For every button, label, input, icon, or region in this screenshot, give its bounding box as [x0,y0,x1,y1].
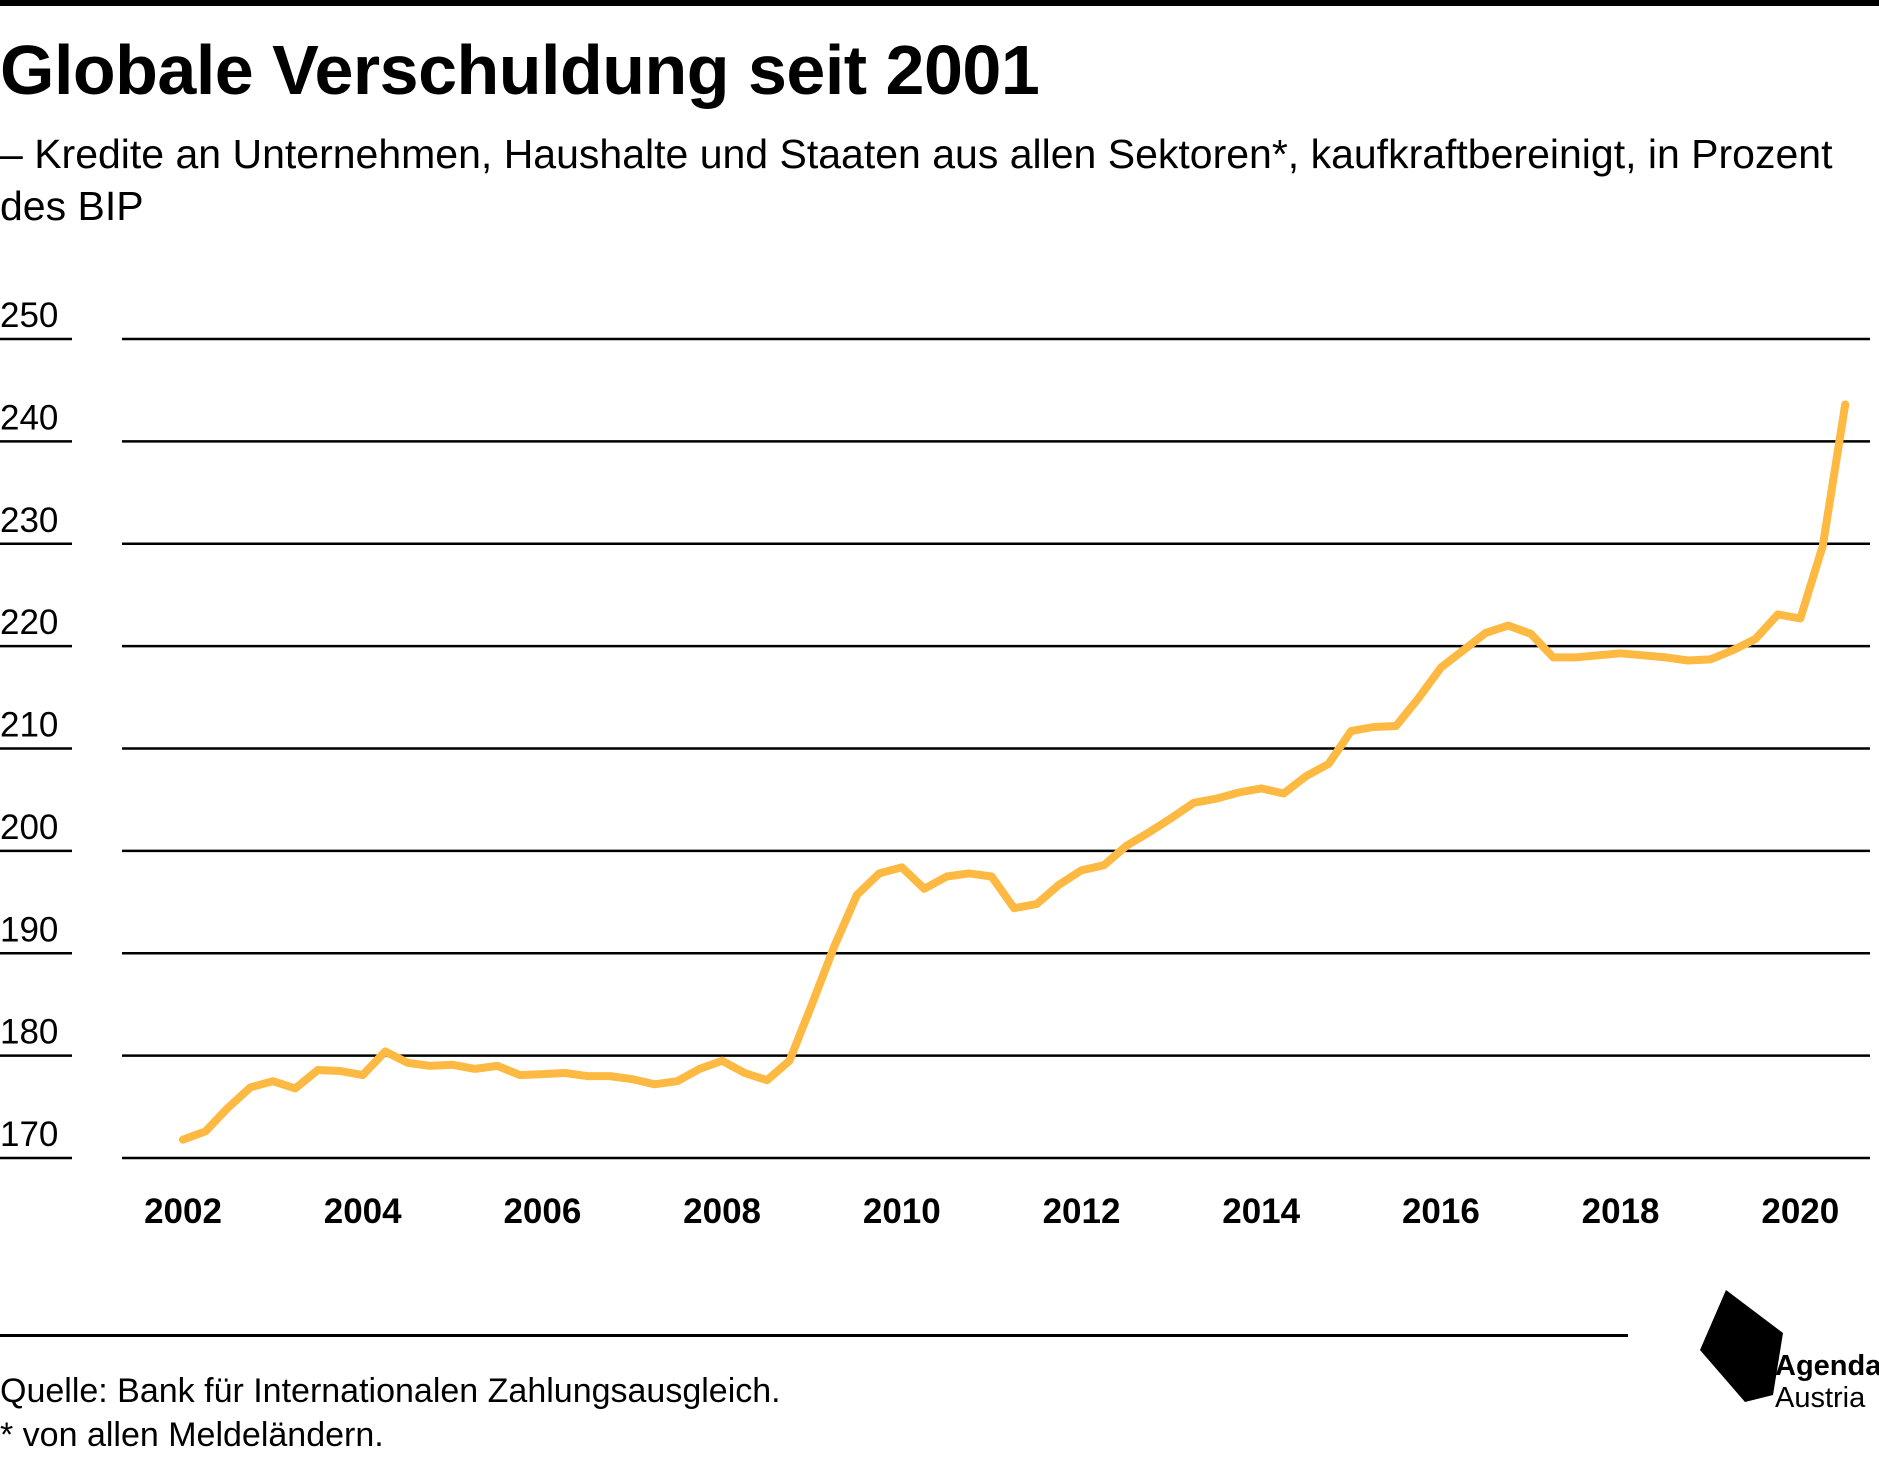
footnote: * von allen Meldeländern. [0,1414,384,1456]
x-tick-label-2016: 2016 [1402,1192,1480,1231]
logo-name: Agenda [1775,1350,1879,1382]
series-layer [183,404,1845,1139]
footer-rule [0,1334,1628,1337]
y-tick-label-230: 230 [0,501,58,540]
y-tick-label-200: 200 [0,808,58,847]
series-line-0 [183,405,1845,1140]
x-tick-label-2004: 2004 [324,1192,402,1231]
top-rule [0,0,1879,6]
x-tick-label-2012: 2012 [1043,1192,1121,1231]
y-tick-label-220: 220 [0,603,58,642]
grid-lines [0,339,1870,1158]
logo-subtitle: Austria [1775,1382,1865,1414]
x-tick-label-2020: 2020 [1761,1192,1839,1231]
x-tick-label-2010: 2010 [863,1192,941,1231]
chart-subtitle: – Kredite an Unternehmen, Haushalte und … [0,128,1860,232]
x-tick-label-2014: 2014 [1222,1192,1300,1231]
x-tick-label-2002: 2002 [144,1192,222,1231]
x-tick-label-2006: 2006 [503,1192,581,1231]
y-tick-label-240: 240 [0,398,58,437]
x-tick-label-2008: 2008 [683,1192,761,1231]
y-tick-label-180: 180 [0,1013,58,1052]
x-tick-label-2018: 2018 [1582,1192,1660,1231]
y-tick-labels: 170 180 190 200 210 220 230 240 250 [0,296,58,1154]
line-chart: 170 180 190 200 210 220 230 240 250 2002 2004 2006… [0,280,1879,1240]
y-tick-label-250: 250 [0,296,58,335]
y-tick-label-170: 170 [0,1115,58,1154]
agenda-austria-logo: Agenda Austria [1700,1290,1879,1452]
chart-title: Globale Verschuldung seit 2001 [0,28,1039,112]
x-tick-labels: 2002 2004 2006 2008 2010 2012 2014 2016 2018 2020 [144,1192,1839,1231]
y-tick-label-210: 210 [0,706,58,745]
source-note: Quelle: Bank für Internationalen Zahlung… [0,1370,781,1412]
y-tick-label-190: 190 [0,910,58,949]
